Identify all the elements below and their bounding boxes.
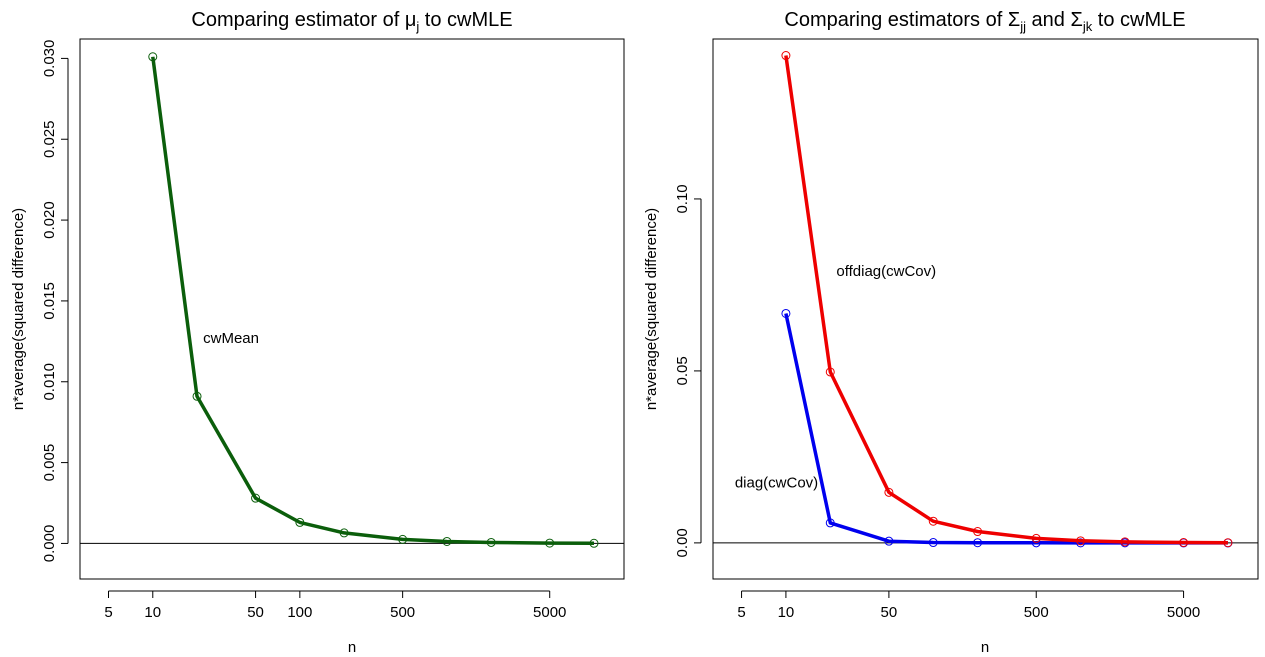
right-series-point <box>781 51 791 61</box>
right-series-point <box>1120 537 1130 547</box>
left-x-axis-label: n <box>348 639 356 656</box>
right-series-point <box>825 367 835 377</box>
right-series-point <box>1223 538 1233 548</box>
left-chart: Comparing estimator of μj to cwMLE n n*a… <box>10 9 625 656</box>
right-x-tick-label: 5000 <box>1167 604 1200 621</box>
left-series-point <box>339 528 349 538</box>
left-plot-frame <box>79 38 625 580</box>
left-y-ticks: 0.000 0.005 0.010 0.015 0.020 0.025 0.030 <box>41 40 69 563</box>
right-series-point <box>1031 533 1041 543</box>
left-y-tick-label: 0.020 <box>41 201 58 239</box>
left-series <box>80 52 624 548</box>
right-series <box>713 51 1258 548</box>
left-y-tick-label: 0.030 <box>41 40 58 78</box>
left-series-point <box>589 538 599 548</box>
right-x-tick-label: 10 <box>778 604 795 621</box>
left-series-point <box>295 517 305 527</box>
right-series-point <box>928 538 938 548</box>
right-x-ticks: 5 10 50 500 5000 <box>737 590 1200 621</box>
left-x-tick-label: 100 <box>287 604 312 621</box>
right-series-annotation: offdiag(cwCov) <box>836 263 936 280</box>
right-x-tick-label: 500 <box>1024 604 1049 621</box>
right-annotations: offdiag(cwCov) diag(cwCov) <box>735 263 936 492</box>
left-chart-title: Comparing estimator of μj to cwMLE <box>191 9 512 34</box>
right-series-line-1 <box>784 55 1228 545</box>
left-series-point <box>148 52 158 62</box>
right-series-point <box>973 527 983 537</box>
right-series-point <box>884 487 894 497</box>
right-x-tick-label: 5 <box>737 604 745 621</box>
right-y-tick-label: 0.00 <box>674 528 691 557</box>
left-series-point <box>486 537 496 547</box>
right-x-tick-label: 50 <box>881 604 898 621</box>
left-x-tick-label: 500 <box>390 604 415 621</box>
left-y-tick-label: 0.000 <box>41 525 58 563</box>
right-y-tick-label: 0.10 <box>674 184 691 213</box>
right-chart: Comparing estimators of Σjj and Σjk to c… <box>643 9 1259 656</box>
left-series-point <box>545 538 555 548</box>
left-x-tick-label: 5 <box>104 604 112 621</box>
left-x-tick-label: 10 <box>144 604 161 621</box>
right-y-tick-label: 0.05 <box>674 356 691 385</box>
right-series-line-0 <box>784 313 1228 545</box>
right-chart-title: Comparing estimators of Σjj and Σjk to c… <box>784 9 1185 34</box>
left-series-point <box>251 493 261 503</box>
right-y-axis-label: n*average(squared difference) <box>643 208 660 410</box>
left-x-ticks: 5 10 50 100 500 5000 <box>104 590 566 621</box>
right-series-point <box>825 518 835 528</box>
left-series-point <box>192 391 202 401</box>
right-series-point <box>781 308 791 318</box>
left-y-tick-label: 0.010 <box>41 363 58 401</box>
right-series-point <box>928 516 938 526</box>
right-series-annotation: diag(cwCov) <box>735 475 818 492</box>
left-annotations: cwMean <box>203 330 259 347</box>
left-series-line-0 <box>151 56 595 546</box>
right-x-axis-label: n <box>981 639 989 656</box>
left-y-tick-label: 0.015 <box>41 282 58 320</box>
left-x-tick-label: 5000 <box>533 604 566 621</box>
right-y-ticks: 0.00 0.05 0.10 <box>674 184 702 557</box>
left-series-point <box>442 536 452 546</box>
left-y-tick-label: 0.005 <box>41 444 58 482</box>
left-y-axis-label: n*average(squared difference) <box>10 208 27 410</box>
right-series-point <box>1076 536 1086 546</box>
right-series-point <box>1179 538 1189 548</box>
right-series-point <box>973 538 983 548</box>
left-series-annotation: cwMean <box>203 330 259 347</box>
left-series-point <box>398 534 408 544</box>
right-series-point <box>884 536 894 546</box>
right-plot-frame <box>712 38 1259 580</box>
left-y-tick-label: 0.025 <box>41 120 58 158</box>
left-x-tick-label: 50 <box>247 604 264 621</box>
